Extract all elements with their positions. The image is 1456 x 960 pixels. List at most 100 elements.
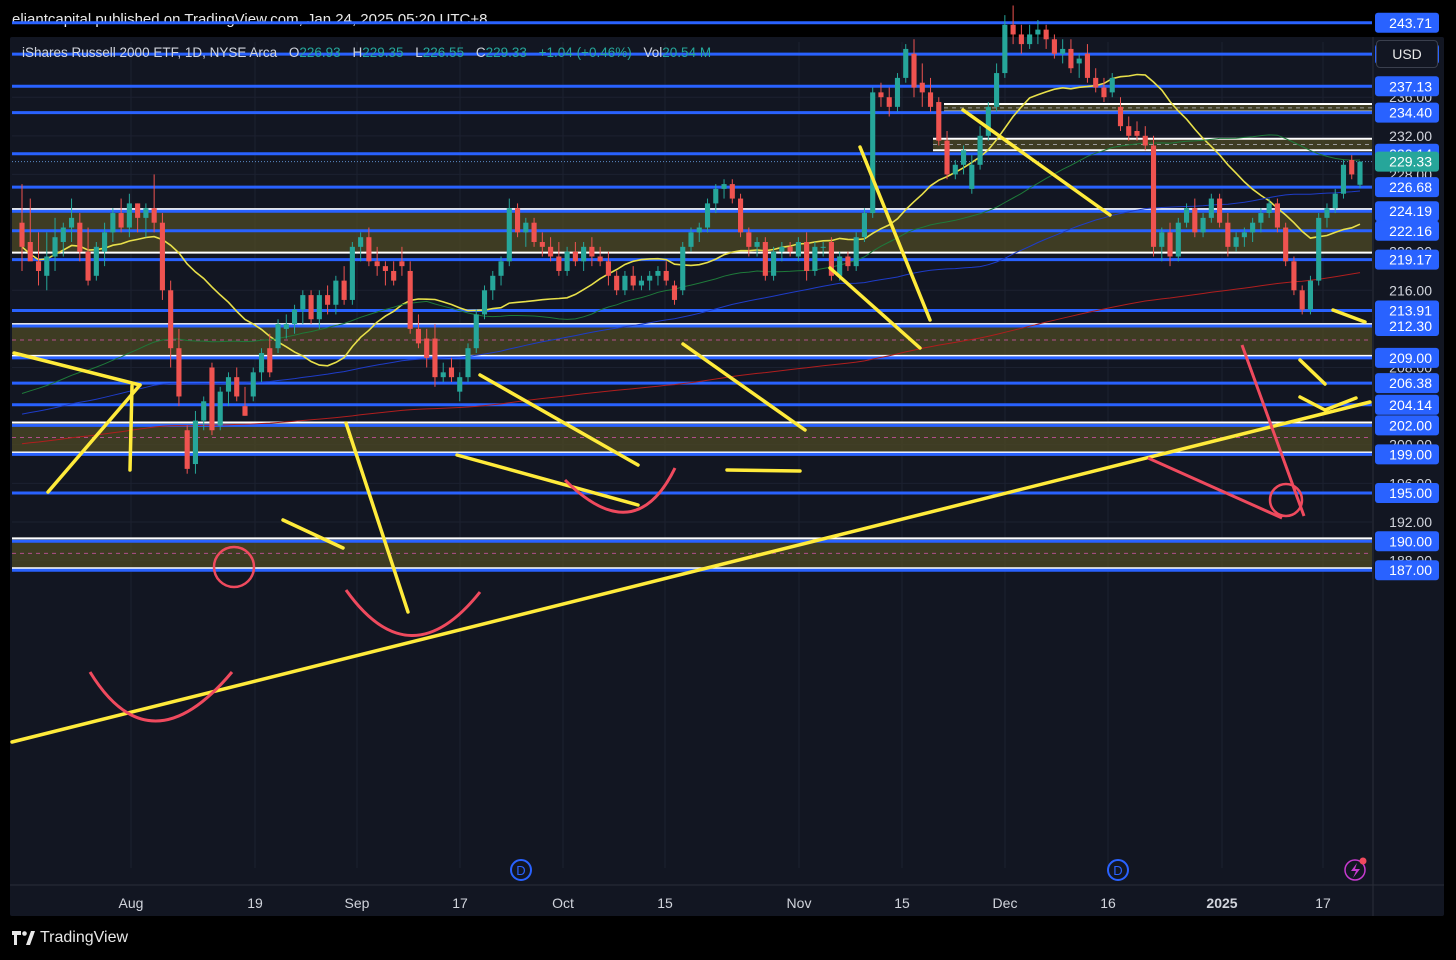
candle-body: [977, 135, 983, 165]
close-value: 229.33: [485, 45, 527, 60]
level-label: 234.40: [1389, 105, 1432, 121]
currency-button[interactable]: USD: [1376, 40, 1438, 68]
candle-body: [845, 256, 851, 267]
candle-body: [424, 338, 430, 358]
level-label-box: [1375, 347, 1439, 368]
trendline: [1331, 308, 1367, 324]
tradingview-logo-icon: [12, 931, 35, 945]
last-price-box: [1375, 151, 1439, 172]
candle-body: [68, 217, 75, 228]
time-tick-label: 15: [657, 895, 673, 911]
candle-body: [688, 232, 694, 247]
candle-body: [729, 184, 735, 199]
candle-body: [399, 261, 405, 267]
candle-body: [1241, 232, 1247, 238]
candle-body: [93, 246, 99, 276]
candle-body: [143, 208, 149, 218]
candle-body: [1274, 203, 1280, 228]
candle-body: [1200, 217, 1206, 233]
candle-body: [572, 251, 578, 262]
candle-body: [333, 280, 339, 305]
candle-body: [1357, 161, 1363, 185]
candle-body: [680, 246, 686, 291]
time-tick-label: 15: [894, 895, 910, 911]
candle-body: [721, 184, 727, 189]
candle-body: [581, 246, 587, 262]
candle-body: [19, 222, 25, 247]
close-label: C: [475, 45, 486, 60]
chart-frame[interactable]: [10, 37, 1444, 916]
low-value: 226.55: [422, 45, 465, 60]
candle-body: [1233, 237, 1239, 247]
time-tick-label: Nov: [787, 895, 812, 911]
level-label: 224.19: [1389, 203, 1432, 219]
trendline: [681, 342, 807, 432]
candle-body: [1340, 164, 1347, 194]
candle-body: [85, 251, 91, 281]
candle-body: [1324, 208, 1330, 218]
candle-body: [1299, 290, 1305, 310]
trendline: [858, 145, 932, 322]
candle-body: [1192, 208, 1198, 233]
trendline: [128, 384, 134, 472]
candle-body: [787, 246, 793, 252]
level-label: 190.00: [1389, 533, 1432, 549]
candle-body: [506, 208, 512, 262]
candle-body: [746, 232, 752, 247]
candle-body: [1027, 34, 1033, 45]
candle-body: [52, 237, 58, 257]
candle-body: [1175, 222, 1181, 257]
level-label: 195.00: [1389, 485, 1432, 501]
candle-body: [589, 246, 595, 257]
candle-body: [358, 237, 364, 247]
lightning-icon[interactable]: [1344, 859, 1366, 881]
candle-body: [374, 261, 380, 267]
candle-body: [465, 348, 471, 378]
candle-body: [820, 246, 826, 248]
candle-body: [391, 270, 397, 281]
red-trendline: [1240, 344, 1306, 517]
time-tick-label: 17: [1315, 895, 1331, 911]
trendline: [478, 373, 640, 467]
candle-body: [1258, 213, 1264, 223]
candle-body: [1060, 48, 1066, 54]
dividend-marker-icon[interactable]: [510, 859, 532, 881]
candle-body: [490, 275, 496, 291]
time-tick-label: Sep: [345, 895, 370, 911]
candle-body: [969, 164, 975, 189]
candle-body: [44, 256, 50, 276]
candle-body: [325, 295, 331, 305]
candle-body: [655, 270, 661, 276]
candle-body: [1217, 198, 1223, 223]
level-label-box: [1375, 76, 1439, 97]
level-label-box: [1375, 220, 1439, 241]
dividend-marker-icon[interactable]: [1107, 859, 1129, 881]
tradingview-logo[interactable]: TradingView: [12, 929, 128, 947]
trendline: [46, 383, 142, 494]
open-label: O: [288, 45, 300, 60]
level-label: 243.71: [1389, 15, 1432, 31]
candle-body: [60, 227, 66, 243]
time-tick-label: Dec: [993, 895, 1018, 911]
candle-body: [407, 270, 413, 329]
candle-body: [35, 261, 42, 271]
candle-body: [473, 314, 479, 349]
trendline: [725, 468, 802, 473]
candle-body: [704, 203, 711, 228]
candle-body: [886, 97, 892, 107]
time-tick-label: 16: [1100, 895, 1116, 911]
candle-body: [217, 391, 223, 426]
trendline: [344, 421, 410, 614]
change-value: +1.04 (+0.46%): [538, 45, 632, 60]
price-tick-label: 232.00: [1389, 128, 1432, 144]
candle-body: [209, 367, 215, 431]
candle-body: [713, 188, 719, 204]
tradingview-brand: TradingView: [40, 929, 129, 946]
candle-body: [1307, 280, 1314, 310]
candle-body: [531, 222, 537, 243]
candles: [19, 5, 1363, 474]
candle-body: [1159, 232, 1165, 247]
candle-body: [638, 280, 645, 286]
